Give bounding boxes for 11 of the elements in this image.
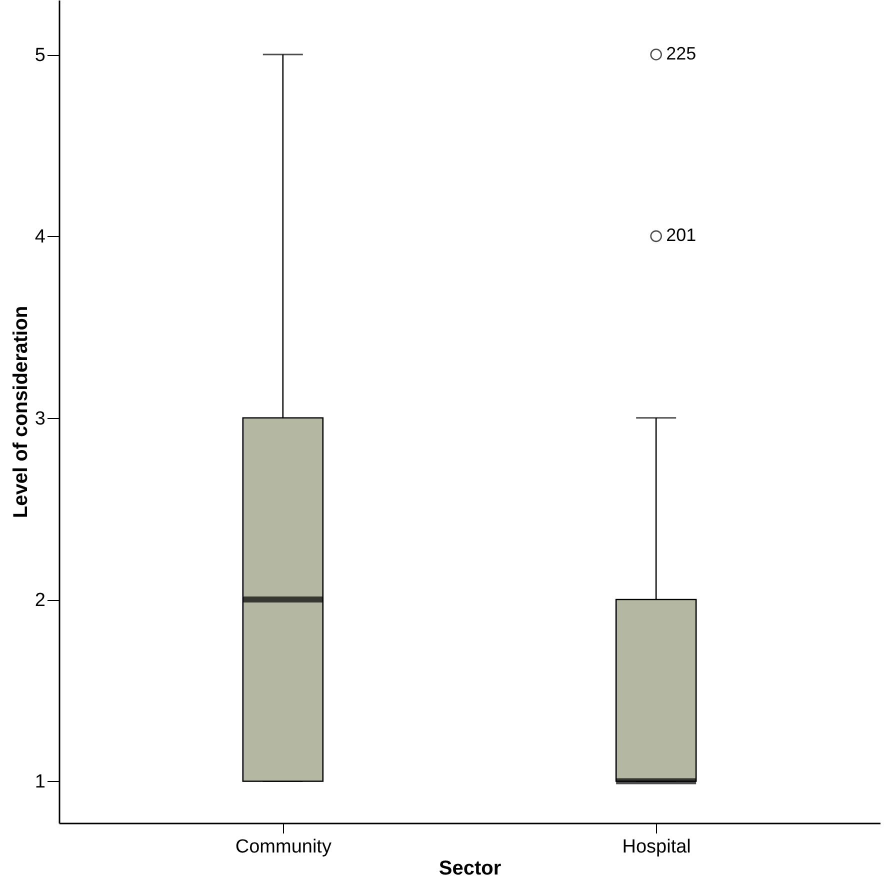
y-tick-label: 1 — [34, 772, 46, 793]
annotation: 201 — [666, 225, 696, 246]
y-tick-label: 5 — [34, 45, 46, 66]
x-tick-label: Community — [235, 836, 332, 858]
annotation: 225 — [666, 44, 696, 64]
y-tick-label: 4 — [34, 226, 46, 248]
y-axis-title: Level of consideration — [10, 306, 32, 518]
x-axis-title: Sector — [438, 858, 502, 880]
y-tick-label: 2 — [34, 590, 46, 612]
x-tick-label: Hospital — [622, 836, 691, 858]
y-tick-label: 3 — [34, 408, 46, 430]
